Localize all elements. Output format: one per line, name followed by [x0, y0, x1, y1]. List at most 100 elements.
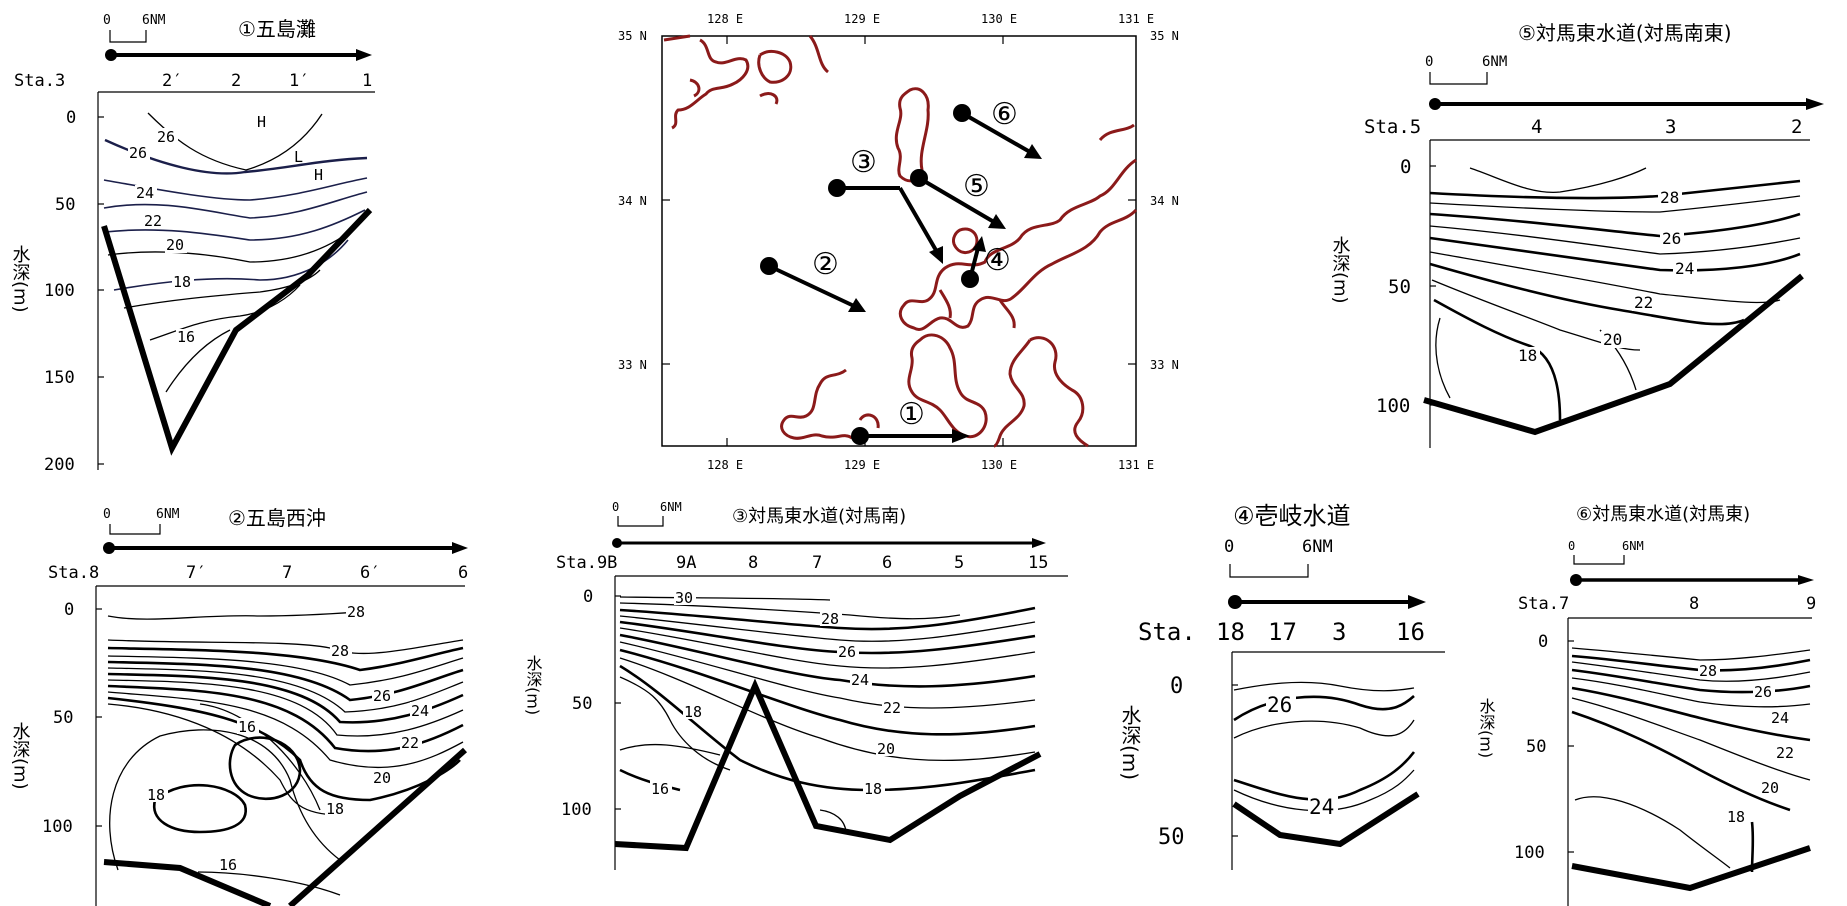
svg-text:0: 0 — [1538, 632, 1548, 652]
panel-6-title: ⑥対馬東水道(対馬東) — [1576, 504, 1750, 525]
panel-3-scale-zero: 0 — [612, 500, 619, 514]
svg-text:22: 22 — [1776, 744, 1794, 762]
svg-text:50: 50 — [572, 694, 592, 714]
panel-1-bottom-topography — [101, 207, 373, 456]
panel-2-station-7: 7 — [282, 563, 292, 583]
svg-text:26: 26 — [1662, 229, 1681, 248]
panel-1-station-1: 1 — [362, 71, 372, 91]
panel-5-scale-label: 6NM — [1482, 54, 1507, 70]
svg-text:5: 5 — [954, 553, 964, 573]
svg-text:35 N: 35 N — [618, 29, 647, 43]
panel-3-arrowhead — [1032, 538, 1046, 548]
panel-5-depth-ticks: 0 50 100 — [1376, 156, 1436, 417]
panel-5-scale-bar — [1429, 72, 1488, 85]
svg-text:100: 100 — [561, 800, 592, 820]
panel-5-ylabel: 水深(m) — [1330, 236, 1351, 304]
svg-text:18: 18 — [326, 800, 344, 818]
svg-text:24: 24 — [851, 671, 869, 689]
panel-3-tsushima-south: ③対馬東水道(対馬南) 0 6NM Sta.9B 9A 8 7 6 5 15 0… — [524, 500, 1068, 870]
svg-text:18: 18 — [1727, 808, 1745, 826]
svg-text:Sta.9B: Sta.9B — [556, 553, 617, 573]
panel-2-depth-ticks: 0 50 100 — [42, 600, 102, 837]
svg-text:18: 18 — [1518, 346, 1537, 365]
panel-4-contours — [1233, 681, 1416, 812]
svg-text:100: 100 — [1514, 843, 1545, 863]
panel-6-arrowhead — [1798, 575, 1814, 585]
svg-text:0: 0 — [66, 108, 76, 128]
svg-text:131 E: 131 E — [1118, 458, 1154, 472]
svg-text:22: 22 — [1634, 293, 1653, 312]
svg-text:28: 28 — [331, 642, 349, 660]
svg-text:15: 15 — [1028, 553, 1048, 573]
panel-2-ylabel: 水深(m) — [10, 722, 31, 790]
svg-text:16: 16 — [177, 328, 195, 346]
svg-text:18: 18 — [684, 703, 702, 721]
svg-text:0: 0 — [1400, 156, 1411, 178]
svg-text:22: 22 — [401, 734, 419, 752]
svg-text:18: 18 — [147, 786, 165, 804]
panel-1-scale-bar — [109, 30, 147, 43]
svg-text:24: 24 — [1771, 709, 1789, 727]
svg-text:200: 200 — [44, 455, 75, 475]
svg-text:150: 150 — [44, 368, 75, 388]
svg-text:18: 18 — [1216, 618, 1245, 646]
svg-text:26: 26 — [1267, 693, 1292, 717]
svg-text:H: H — [257, 113, 266, 131]
svg-text:20: 20 — [1603, 330, 1622, 349]
svg-text:16: 16 — [219, 856, 237, 874]
svg-text:26: 26 — [838, 643, 856, 661]
panel-2-scale-zero: 0 — [103, 507, 111, 522]
svg-text:100: 100 — [42, 817, 73, 837]
svg-text:50: 50 — [1388, 276, 1411, 298]
svg-text:④: ④ — [984, 243, 1011, 278]
panel-6-contour-labels: 28 26 24 22 20 18 — [1698, 662, 1797, 826]
svg-text:8: 8 — [748, 553, 758, 573]
svg-text:3: 3 — [1665, 116, 1676, 138]
panel-6-contours — [1571, 647, 1811, 873]
panel-1-station-1p: 1′ — [289, 71, 309, 91]
svg-text:0: 0 — [1170, 674, 1183, 699]
svg-text:50: 50 — [53, 708, 73, 728]
svg-text:H: H — [314, 166, 323, 184]
map-lon-labels-bottom: 128 E 129 E 130 E 131 E — [707, 458, 1154, 472]
svg-text:22: 22 — [144, 212, 162, 230]
svg-text:Sta.7: Sta.7 — [1518, 594, 1569, 614]
svg-text:131 E: 131 E — [1118, 12, 1154, 26]
panel-2-contours — [107, 611, 464, 896]
panel-2-station-7p: 7′ — [186, 563, 206, 583]
panel-6-depth-ticks: 0 50 100 — [1514, 632, 1574, 863]
svg-text:9A: 9A — [676, 553, 696, 573]
svg-text:130 E: 130 E — [981, 12, 1017, 26]
panel-6-ylabel: 水深(m) — [1477, 698, 1496, 758]
svg-text:26: 26 — [157, 128, 175, 146]
svg-text:22: 22 — [883, 699, 901, 717]
panel-3-contours — [619, 596, 1036, 833]
svg-text:9: 9 — [1806, 594, 1816, 614]
svg-text:35 N: 35 N — [1150, 29, 1179, 43]
panel-1-station-2: 2 — [231, 71, 241, 91]
svg-text:33 N: 33 N — [618, 358, 647, 372]
panel-6-tsushima-east: ⑥対馬東水道(対馬東) 0 6NM Sta.7 8 9 0 50 100 水深(… — [1477, 504, 1816, 906]
svg-text:⑤: ⑤ — [963, 169, 990, 204]
panel-2-goto-west: ②五島西沖 0 6NM Sta.8 7′ 7 6′ 6 0 50 100 水深(… — [10, 506, 468, 906]
panel-6-station-labels: Sta.7 8 9 — [1518, 594, 1816, 614]
panel-6-scale-bar — [1573, 555, 1625, 565]
svg-text:2: 2 — [1791, 116, 1802, 138]
svg-text:⑥: ⑥ — [991, 97, 1018, 132]
panel-2-contour-labels: 28 28 26 24 22 20 16 18 18 16 — [146, 603, 432, 874]
svg-text:100: 100 — [44, 281, 75, 301]
svg-text:50: 50 — [55, 195, 75, 215]
svg-text:18: 18 — [864, 780, 882, 798]
panel-6-bottom-topography — [1571, 845, 1811, 892]
svg-text:128 E: 128 E — [707, 12, 743, 26]
panel-2-bottom-left — [103, 859, 272, 906]
map-lat-labels-left: 35 N 34 N 33 N — [618, 29, 647, 372]
panel-4-station-labels: Sta. 18 17 3 16 — [1138, 618, 1425, 646]
panel-5-arrowhead — [1806, 98, 1824, 110]
svg-text:L: L — [294, 148, 303, 166]
svg-text:16: 16 — [1396, 618, 1425, 646]
panel-3-ylabel: 水深(m) — [524, 655, 543, 715]
map-lat-labels-right: 35 N 34 N 33 N — [1150, 29, 1179, 372]
panel-1-station-label: Sta.3 — [14, 71, 65, 91]
